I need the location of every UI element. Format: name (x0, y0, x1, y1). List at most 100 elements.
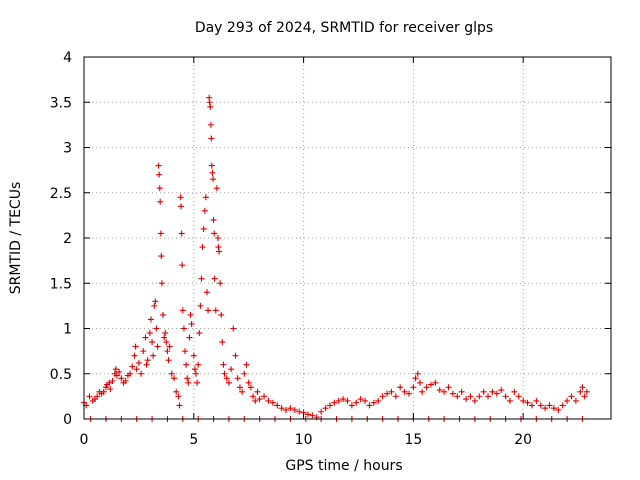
data-point (210, 176, 217, 183)
data-point (221, 370, 228, 377)
data-point (485, 393, 492, 400)
data-point (357, 396, 364, 403)
data-point (188, 320, 195, 327)
data-point (304, 411, 311, 418)
data-point (129, 363, 136, 370)
data-point (214, 235, 221, 241)
data-point (157, 230, 164, 237)
data-point (211, 230, 218, 237)
data-point (207, 103, 214, 110)
data-point (476, 393, 483, 400)
data-point (423, 384, 430, 391)
data-point (577, 388, 584, 395)
y-tick-labels: 0 0.5 1 1.5 2 2.5 3 3.5 4 (50, 50, 72, 428)
data-point (212, 307, 219, 314)
data-point (511, 388, 518, 395)
y-tick-label: 0 (63, 412, 72, 428)
data-point (151, 302, 158, 309)
grid (84, 57, 611, 419)
data-point (445, 384, 452, 391)
data-point (178, 230, 185, 237)
data-point (274, 402, 281, 409)
plot-frame (83, 56, 612, 420)
data-point (392, 393, 399, 400)
data-point (208, 162, 215, 169)
data-point (520, 397, 527, 404)
data-point (256, 396, 263, 403)
data-point (205, 307, 212, 314)
x-tick-labels: 0 5 10 15 20 (80, 432, 533, 448)
data-point (581, 393, 588, 400)
data-point (405, 390, 412, 397)
data-point (131, 352, 138, 359)
data-point (265, 397, 272, 404)
data-point (135, 359, 142, 366)
data-point (186, 334, 193, 341)
data-point (287, 405, 294, 412)
data-point (232, 352, 239, 359)
data-point (140, 348, 147, 355)
data-point (559, 402, 566, 409)
data-point (542, 405, 549, 412)
data-point (397, 384, 404, 391)
data-point (228, 366, 235, 373)
data-point (201, 207, 208, 214)
data-point (579, 384, 586, 391)
data-point (467, 393, 474, 400)
data-point (203, 289, 210, 296)
y-tick-label: 2 (63, 231, 72, 247)
data-point (152, 298, 159, 305)
data-point (243, 361, 250, 368)
data-point (218, 311, 225, 318)
data-point (173, 388, 180, 395)
axis-ticks (83, 56, 611, 420)
data-point (241, 370, 248, 377)
data-point (454, 393, 461, 400)
data-point (296, 408, 303, 415)
data-point (168, 370, 175, 377)
data-point (146, 330, 153, 337)
data-point (182, 348, 189, 355)
data-point (234, 375, 241, 382)
x-tick-label: 20 (514, 432, 532, 448)
data-point (190, 352, 197, 359)
data-point (102, 384, 109, 391)
data-point (211, 275, 218, 282)
data-point (143, 361, 150, 368)
x-tick-label: 10 (295, 432, 313, 448)
data-point (254, 388, 261, 395)
data-point (113, 372, 120, 379)
data-point (177, 194, 184, 201)
y-tick-label: 3.5 (50, 95, 72, 111)
data-point (410, 384, 417, 391)
data-point (318, 408, 325, 415)
data-point (416, 379, 423, 386)
data-point (215, 244, 222, 251)
data-point (370, 399, 377, 406)
data-point (206, 99, 213, 106)
data-point (555, 406, 562, 413)
data-point (171, 375, 178, 382)
data-point (245, 379, 252, 386)
data-point (164, 348, 171, 355)
data-point (261, 393, 268, 400)
data-point (533, 397, 540, 404)
data-point (154, 343, 161, 350)
data-point (239, 388, 246, 395)
data-point (86, 393, 93, 400)
data-point (132, 343, 139, 350)
y-tick-label: 3 (63, 141, 72, 157)
data-point (150, 352, 157, 359)
data-point (147, 316, 154, 323)
data-point (493, 390, 500, 397)
data-point (528, 402, 535, 409)
data-point (195, 361, 202, 368)
data-point (138, 370, 145, 377)
data-point (537, 402, 544, 409)
data-point (166, 343, 173, 350)
data-point (283, 406, 290, 413)
data-point (158, 280, 165, 287)
data-point (106, 379, 113, 386)
x-tick-label: 5 (189, 432, 198, 448)
data-point (344, 397, 351, 404)
